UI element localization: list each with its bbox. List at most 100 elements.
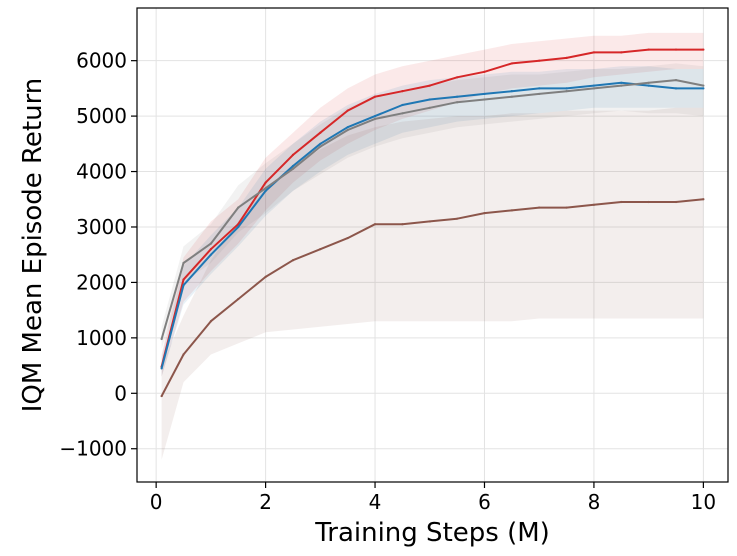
point-blue-10 bbox=[428, 98, 431, 101]
band-blue bbox=[161, 66, 704, 377]
point-red-14 bbox=[538, 59, 541, 62]
point-brown-3 bbox=[237, 297, 240, 301]
point-blue-14 bbox=[538, 87, 541, 90]
point-brown-13 bbox=[510, 209, 513, 212]
point-brown-6 bbox=[319, 248, 322, 251]
point-red-1 bbox=[182, 278, 185, 281]
point-brown-15 bbox=[565, 206, 568, 209]
point-red-17 bbox=[620, 51, 623, 54]
point-gray-20 bbox=[702, 84, 705, 87]
point-gray-1 bbox=[182, 261, 185, 265]
point-brown-20 bbox=[702, 198, 705, 201]
band-gray bbox=[161, 63, 704, 349]
point-red-13 bbox=[510, 62, 513, 65]
point-red-7 bbox=[346, 109, 349, 112]
band-brown bbox=[161, 107, 704, 460]
point-brown-14 bbox=[538, 206, 541, 209]
point-red-20 bbox=[702, 48, 705, 51]
point-gray-2 bbox=[209, 242, 212, 245]
x-tick-label-4: 8 bbox=[588, 490, 601, 514]
y-tick-label-0: −1000 bbox=[59, 437, 127, 461]
point-gray-10 bbox=[428, 106, 431, 109]
point-red-6 bbox=[319, 131, 322, 134]
point-blue-0 bbox=[160, 367, 163, 370]
band-red bbox=[161, 32, 704, 377]
point-blue-12 bbox=[483, 92, 486, 96]
point-brown-11 bbox=[456, 217, 459, 220]
y-tick-label-2: 1000 bbox=[76, 326, 127, 350]
point-brown-16 bbox=[592, 203, 596, 206]
point-brown-19 bbox=[674, 200, 678, 204]
point-red-11 bbox=[456, 76, 459, 79]
point-red-18 bbox=[647, 48, 650, 51]
point-gray-5 bbox=[291, 167, 295, 170]
point-blue-13 bbox=[510, 90, 513, 93]
series-lines bbox=[160, 48, 705, 398]
point-gray-19 bbox=[674, 78, 678, 82]
point-gray-6 bbox=[319, 145, 322, 148]
point-brown-7 bbox=[346, 236, 349, 240]
y-tick-label-3: 2000 bbox=[76, 270, 127, 294]
point-gray-3 bbox=[237, 206, 240, 209]
point-brown-1 bbox=[182, 353, 185, 356]
point-red-5 bbox=[291, 153, 295, 157]
x-tick-label-5: 10 bbox=[691, 490, 716, 514]
point-blue-15 bbox=[565, 87, 568, 90]
point-brown-2 bbox=[209, 320, 212, 323]
point-red-10 bbox=[428, 84, 431, 87]
point-brown-10 bbox=[428, 220, 431, 223]
point-blue-3 bbox=[237, 225, 240, 229]
point-blue-17 bbox=[620, 81, 623, 84]
y-tick-label-1: 0 bbox=[114, 381, 127, 405]
point-blue-5 bbox=[291, 164, 295, 168]
point-red-4 bbox=[264, 181, 267, 184]
y-tick-label-6: 5000 bbox=[76, 104, 127, 128]
axis-ticks: 0 2 4 6 8 10 −1000 0 1000 2000 3000 4000 5000 6000 bbox=[59, 49, 716, 514]
point-red-2 bbox=[209, 248, 212, 251]
point-gray-12 bbox=[483, 98, 486, 101]
point-blue-7 bbox=[346, 126, 349, 129]
y-axis-label: IQM Mean Episode Return bbox=[18, 78, 48, 413]
point-red-19 bbox=[674, 48, 678, 51]
point-gray-11 bbox=[456, 101, 459, 104]
point-brown-8 bbox=[373, 223, 377, 226]
point-blue-20 bbox=[702, 87, 705, 90]
y-tick-label-7: 6000 bbox=[76, 49, 127, 73]
point-gray-15 bbox=[565, 90, 568, 93]
point-gray-14 bbox=[538, 92, 541, 96]
point-gray-9 bbox=[401, 112, 404, 115]
point-gray-0 bbox=[160, 337, 163, 341]
y-tick-label-4: 3000 bbox=[76, 215, 127, 239]
x-tick-label-3: 6 bbox=[478, 490, 491, 514]
point-red-16 bbox=[592, 51, 596, 54]
x-tick-label-1: 2 bbox=[259, 490, 272, 514]
point-blue-11 bbox=[456, 95, 459, 98]
point-red-9 bbox=[401, 90, 404, 93]
point-brown-5 bbox=[291, 259, 295, 262]
point-blue-1 bbox=[182, 284, 185, 287]
y-tick-label-5: 4000 bbox=[76, 160, 127, 184]
point-brown-9 bbox=[401, 223, 404, 226]
point-blue-4 bbox=[264, 189, 267, 193]
point-brown-4 bbox=[264, 275, 267, 278]
plot-area-frame bbox=[136, 7, 729, 483]
point-brown-0 bbox=[160, 394, 163, 398]
point-red-8 bbox=[373, 95, 377, 98]
x-tick-label-0: 0 bbox=[150, 490, 163, 514]
point-gray-8 bbox=[373, 117, 377, 120]
point-gray-16 bbox=[592, 87, 596, 90]
point-brown-12 bbox=[483, 212, 486, 215]
point-red-12 bbox=[483, 70, 486, 73]
x-tick-label-2: 4 bbox=[369, 490, 382, 514]
x-axis-label: Training Steps (M) bbox=[314, 518, 550, 548]
point-blue-2 bbox=[209, 253, 212, 256]
point-red-15 bbox=[565, 56, 568, 59]
point-gray-7 bbox=[346, 128, 349, 132]
point-blue-18 bbox=[647, 84, 650, 87]
point-blue-6 bbox=[319, 142, 322, 145]
point-blue-19 bbox=[674, 87, 678, 90]
confidence-bands bbox=[161, 32, 704, 460]
point-gray-4 bbox=[264, 187, 267, 190]
point-brown-17 bbox=[620, 200, 623, 204]
